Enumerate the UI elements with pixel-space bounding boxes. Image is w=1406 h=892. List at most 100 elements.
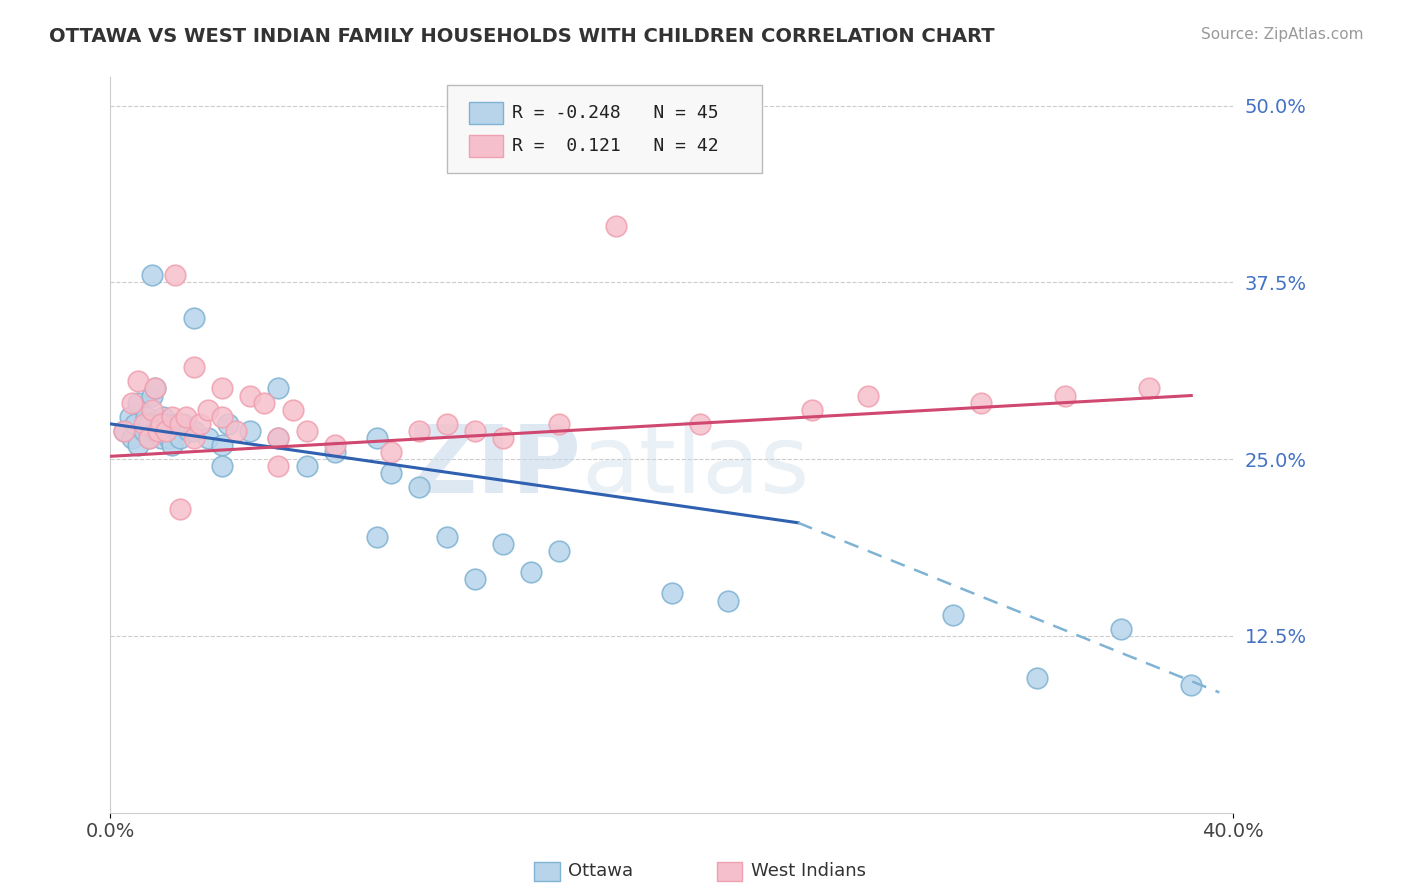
Point [138,431,160,445]
Point [661,586,683,600]
Point [464,424,486,438]
Point [605,219,627,233]
Point [380,467,402,481]
Point [141,268,163,283]
FancyBboxPatch shape [447,85,762,173]
Point [155,424,177,438]
Point [408,480,430,494]
Point [323,438,346,452]
Point [548,544,571,558]
Point [295,459,318,474]
Point [160,409,183,424]
Point [118,409,141,424]
Point [211,438,233,452]
Point [169,501,191,516]
Point [969,395,991,409]
Point [127,375,149,389]
Point [1137,382,1160,396]
Point [225,424,247,438]
Point [717,593,740,607]
Point [146,424,169,438]
Text: R =  0.121   N = 42: R = 0.121 N = 42 [512,136,718,155]
Point [155,424,177,438]
Point [492,431,515,445]
Point [267,431,290,445]
Point [548,417,571,431]
Point [132,417,155,431]
Point [197,431,219,445]
Point [112,424,135,438]
Text: ZIP: ZIP [409,421,582,513]
Point [188,417,211,431]
Point [1109,622,1132,636]
Text: Source: ZipAtlas.com: Source: ZipAtlas.com [1201,27,1364,42]
Point [160,438,183,452]
Point [152,409,174,424]
Point [183,424,205,438]
Point [183,310,205,325]
Point [124,417,146,431]
Point [211,409,233,424]
Point [132,424,155,438]
Point [143,382,166,396]
Point [157,431,180,445]
FancyBboxPatch shape [470,135,503,157]
Point [1180,678,1202,692]
Point [135,409,157,424]
Point [520,566,543,580]
Point [143,424,166,438]
Point [169,431,191,445]
Point [253,395,276,409]
Point [174,409,197,424]
Point [323,445,346,459]
Point [127,395,149,409]
Point [267,382,290,396]
Point [149,431,172,445]
Point [121,431,143,445]
Point [183,431,205,445]
Point [138,431,160,445]
Point [149,417,172,431]
Point [163,268,186,283]
Point [177,424,200,438]
Point [941,607,963,622]
Point [172,417,194,431]
Point [281,402,304,417]
Point [138,417,160,431]
Point [366,530,388,544]
Point [127,438,149,452]
Text: Ottawa: Ottawa [568,863,633,880]
Text: R = -0.248   N = 45: R = -0.248 N = 45 [512,103,718,121]
FancyBboxPatch shape [470,102,503,124]
Point [239,388,262,402]
Point [801,402,824,417]
Point [217,417,239,431]
Point [1025,671,1047,685]
Point [169,417,191,431]
Point [366,431,388,445]
Point [112,424,135,438]
Point [121,395,143,409]
Point [295,424,318,438]
Point [183,360,205,375]
Point [464,572,486,586]
Point [143,382,166,396]
Point [1053,388,1076,402]
Point [211,459,233,474]
Text: West Indians: West Indians [751,863,866,880]
Text: atlas: atlas [582,421,810,513]
Text: OTTAWA VS WEST INDIAN FAMILY HOUSEHOLDS WITH CHILDREN CORRELATION CHART: OTTAWA VS WEST INDIAN FAMILY HOUSEHOLDS … [49,27,995,45]
Point [267,431,290,445]
Point [141,402,163,417]
Point [211,382,233,396]
Point [492,537,515,551]
Point [155,417,177,431]
Point [197,402,219,417]
Point [267,459,290,474]
Point [163,417,186,431]
Point [239,424,262,438]
Point [380,445,402,459]
Point [408,424,430,438]
Point [689,417,711,431]
Point [141,388,163,402]
